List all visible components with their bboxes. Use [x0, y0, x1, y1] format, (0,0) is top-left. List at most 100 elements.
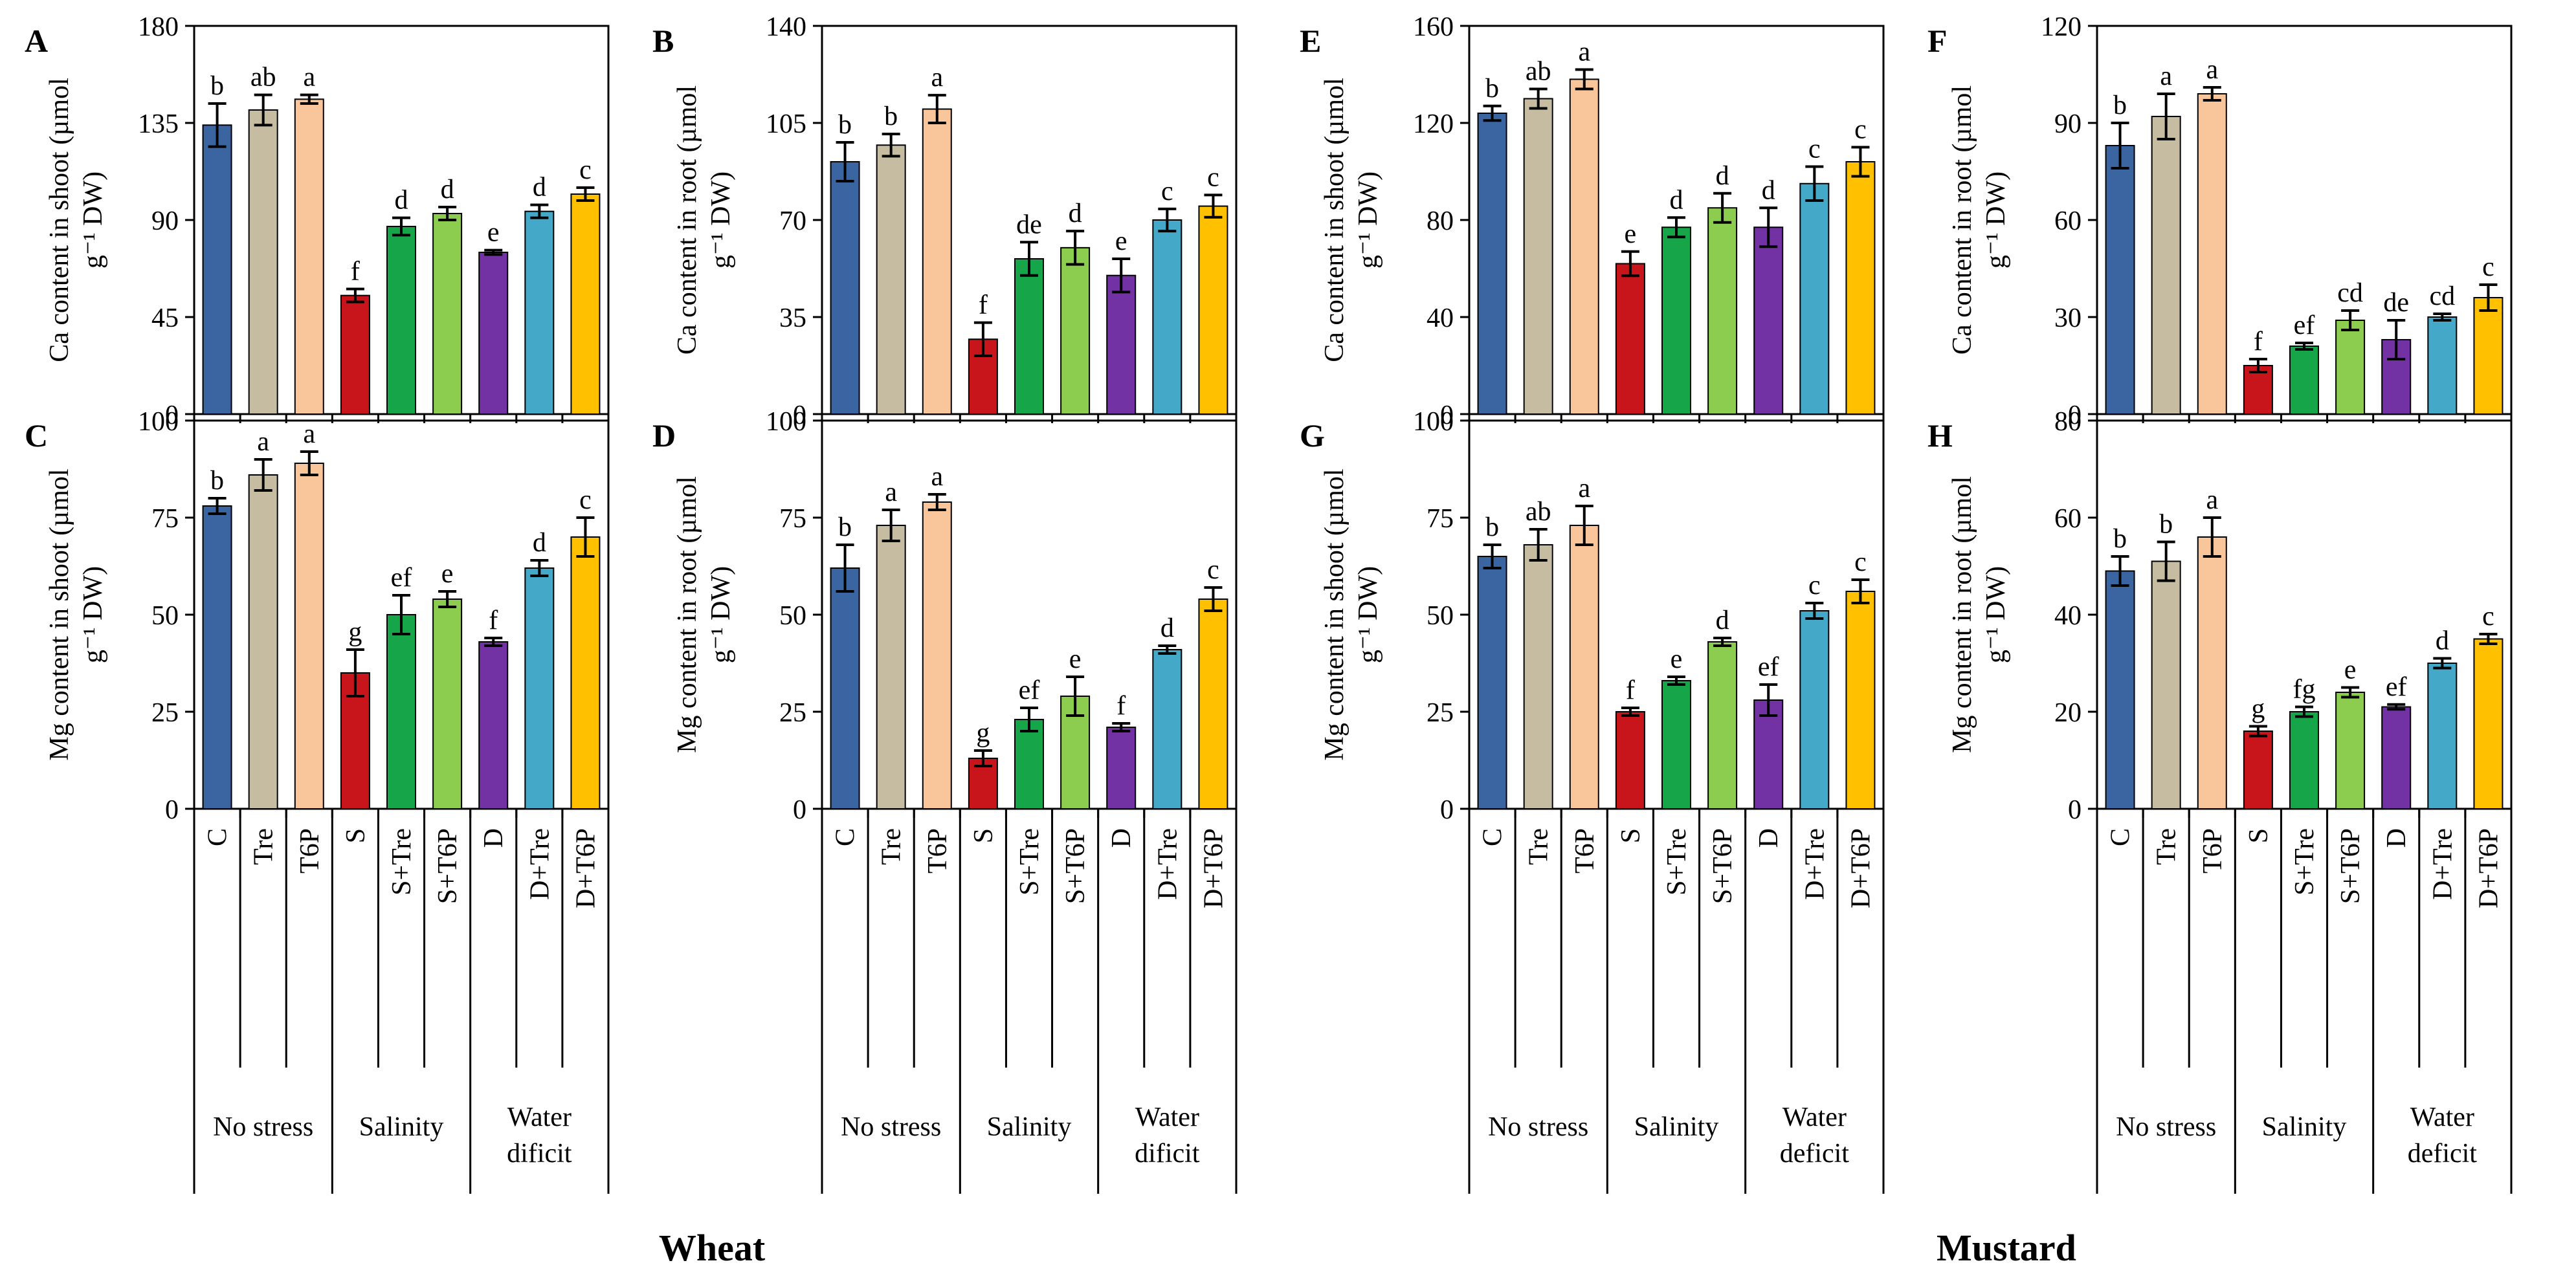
panel-letter: G	[1300, 417, 1325, 454]
panel-f: F 0 30 60 90 120 Ca content in root (µmol g⁻¹ D…	[1927, 12, 2513, 430]
treatment-label: T6P	[1570, 828, 1600, 873]
panel-a: A 0 45 90 135 180 Ca content in shoot (µmol g⁻¹…	[25, 12, 610, 430]
significance-letter: c	[1854, 115, 1867, 145]
bar	[1707, 641, 1738, 809]
significance-letter: ef	[1758, 652, 1779, 682]
bar	[386, 226, 416, 415]
treatment-label: C	[203, 828, 233, 846]
panel-d: D 0 25 50 75 100 Mg content in root (µmol g⁻¹ D…	[652, 407, 1238, 825]
bar	[1152, 649, 1183, 809]
bar	[1060, 247, 1091, 415]
bar	[1198, 205, 1228, 415]
bar	[1569, 525, 1599, 809]
y-tick-label: 25	[151, 698, 179, 728]
significance-letter: g	[348, 617, 362, 647]
significance-letter: c	[2482, 252, 2494, 282]
significance-letter: ab	[250, 63, 276, 93]
significance-letter: a	[931, 462, 943, 492]
bar	[2151, 116, 2181, 415]
treatment-label: D	[2382, 828, 2412, 848]
bar	[1523, 544, 1553, 809]
group-label: deficit	[2408, 1139, 2478, 1169]
y-axis-label: Mg content in root (µmol g⁻¹ DW)	[1948, 476, 2011, 753]
significance-letter: c	[1161, 177, 1173, 206]
y-tick-label: 40	[2054, 601, 2082, 631]
bar	[2151, 560, 2181, 809]
significance-letter: d	[1069, 199, 1082, 228]
significance-letter: a	[931, 63, 943, 93]
bar	[1477, 113, 1507, 415]
significance-letter: e	[1115, 226, 1127, 256]
group-label: Salinity	[2262, 1112, 2347, 1142]
y-tick-label: 45	[151, 303, 179, 333]
significance-letter: a	[303, 419, 315, 449]
bar	[478, 252, 509, 415]
y-tick-label: 100	[1413, 407, 1454, 437]
y-axis-label-line: Mg content in shoot (µmol	[45, 468, 74, 760]
significance-letter: e	[2344, 655, 2357, 685]
treatment-label: S+T6P	[1061, 828, 1091, 904]
significance-letter: b	[2113, 524, 2127, 554]
bar	[294, 463, 324, 809]
y-tick-label: 70	[779, 206, 806, 236]
y-tick-label: 35	[779, 303, 806, 333]
bar	[1845, 591, 1876, 809]
y-tick-label: 25	[1427, 698, 1454, 728]
y-tick-label: 0	[2068, 401, 2082, 430]
bar	[922, 108, 952, 415]
bar	[2473, 638, 2504, 809]
bar	[922, 501, 952, 809]
significance-letter: g	[976, 718, 990, 748]
significance-letter: b	[1485, 512, 1499, 542]
group-label: No stress	[1488, 1112, 1588, 1142]
significance-letter: d	[395, 186, 408, 215]
y-axis-label-line: g⁻¹ DW)	[1981, 171, 2011, 269]
y-tick-label: 105	[766, 109, 806, 139]
crop-label-wheat: Wheat	[659, 1227, 766, 1269]
y-axis-label-line: g⁻¹ DW)	[706, 566, 736, 663]
y-tick-label: 0	[793, 795, 806, 825]
bar	[1661, 226, 1691, 415]
significance-letter: d	[533, 528, 546, 558]
bar	[478, 641, 509, 809]
significance-letter: f	[1626, 675, 1635, 705]
bar	[1198, 599, 1228, 809]
y-axis-label-line: g⁻¹ DW)	[1981, 566, 2011, 663]
bar	[2427, 663, 2458, 809]
treatment-label: T6P	[2198, 828, 2228, 873]
y-axis-label-line: g⁻¹ DW)	[78, 171, 108, 269]
treatment-label: D+Tre	[1800, 828, 1830, 900]
group-label: Water	[1135, 1103, 1199, 1132]
bar	[2335, 692, 2366, 809]
bar	[1661, 680, 1691, 809]
treatment-label: T6P	[295, 828, 325, 873]
bar	[2335, 320, 2366, 415]
bar	[570, 193, 601, 415]
treatment-label: S+Tre	[1015, 828, 1045, 895]
y-axis-label-line: g⁻¹ DW)	[1353, 171, 1383, 269]
bar	[1799, 182, 1830, 415]
bar	[2197, 536, 2227, 809]
y-axis-label-line: Ca content in shoot (µmol	[1320, 78, 1349, 362]
y-tick-label: 60	[2054, 206, 2082, 236]
significance-letter: b	[884, 102, 898, 131]
bar	[876, 525, 906, 809]
category-table-1: C Tre T6P S S+Tre S+T6P D D+Tre D+T6P No stress Sa…	[193, 809, 610, 1194]
y-tick-label: 0	[165, 795, 179, 825]
y-tick-label: 100	[138, 407, 179, 437]
bar	[830, 161, 860, 415]
y-tick-label: 60	[2054, 504, 2082, 534]
y-axis-label: Mg content in root (µmol g⁻¹ DW)	[672, 476, 736, 753]
bar	[432, 213, 463, 415]
significance-letter: b	[210, 466, 224, 496]
y-tick-label: 120	[1413, 109, 1454, 139]
y-axis-label: Ca content in root (µmol g⁻¹ DW)	[1948, 85, 2011, 355]
significance-letter: b	[2113, 91, 2127, 120]
bar	[340, 294, 370, 415]
bar	[2289, 711, 2319, 809]
significance-letter: c	[1207, 162, 1219, 192]
panel-letter: A	[25, 23, 48, 59]
y-tick-label: 0	[1440, 795, 1454, 825]
